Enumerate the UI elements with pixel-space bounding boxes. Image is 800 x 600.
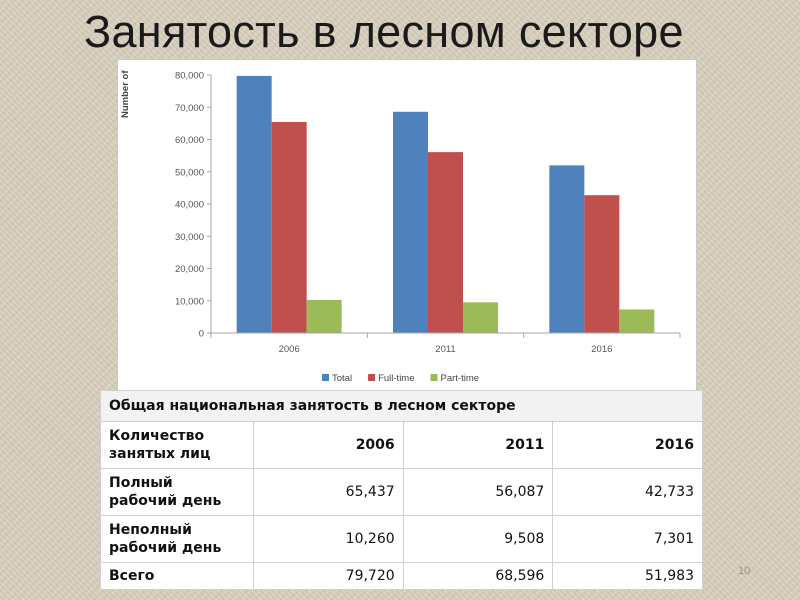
- bar-total-2006: [236, 75, 272, 333]
- row-label-cell: Полный рабочий день: [100, 468, 254, 516]
- y-tick-label: 40,000: [175, 200, 204, 211]
- value-cell: 10,260: [253, 515, 404, 563]
- value-cell: 56,087: [402, 468, 554, 516]
- bar-full-time-2016: [584, 195, 620, 333]
- table-row: Неполный рабочий день 10,260 9,508 7,301: [100, 515, 703, 563]
- chart-legend: Total Full-time Part-time: [322, 373, 479, 384]
- bar-part-time-2011: [463, 302, 498, 333]
- y-tick-label: 70,000: [175, 103, 204, 114]
- bar-part-time-2006: [306, 299, 342, 333]
- value-cell: 68,596: [402, 562, 554, 590]
- bar-total-2011: [393, 111, 428, 334]
- y-tick-label: 80,000: [175, 71, 204, 82]
- x-axis: 2006 2011 2016: [210, 332, 681, 355]
- y-tick-label: 50,000: [175, 167, 204, 178]
- legend-swatch: [368, 374, 376, 381]
- slide-title: Занятость в лесном секторе: [84, 6, 684, 57]
- x-tick-label: 2006: [279, 344, 300, 355]
- bar-total-2016: [549, 165, 585, 333]
- header-label-cell: Количество занятых лиц: [100, 421, 254, 469]
- table-caption: Общая национальная занятость в лесном се…: [100, 390, 703, 422]
- y-tick-label: 20,000: [175, 264, 204, 275]
- table-caption-row: Общая национальная занятость в лесном се…: [100, 390, 703, 422]
- legend-swatch: [322, 374, 329, 381]
- table-row: Полный рабочий день 65,437 56,087 42,733: [100, 468, 703, 516]
- value-cell: 51,983: [552, 562, 703, 590]
- value-cell: 9,508: [402, 515, 554, 563]
- bar-full-time-2006: [271, 121, 307, 334]
- employment-bar-chart: Number of 0 10,000 20,000 30,000 40,000 50,00…: [117, 59, 697, 392]
- y-tick-label: 60,000: [175, 135, 204, 146]
- row-label-cell: Неполный рабочий день: [100, 515, 254, 563]
- page-number: 10: [738, 565, 751, 577]
- y-axis-title: Number of: [120, 70, 131, 118]
- bar-full-time-2011: [428, 152, 463, 333]
- x-tick-label: 2016: [591, 344, 612, 355]
- chart-bars: [236, 75, 655, 334]
- value-cell: 65,437: [253, 468, 404, 516]
- employment-table: Общая национальная занятость в лесном се…: [100, 390, 703, 590]
- table-header-row: Количество занятых лиц 2006 2011 2016: [100, 421, 703, 469]
- table-row-total: Всего 79,720 68,596 51,983: [100, 562, 703, 590]
- header-year-cell: 2006: [253, 421, 404, 469]
- legend-label: Total: [332, 373, 352, 384]
- value-cell: 7,301: [552, 515, 703, 563]
- y-tick-label: 10,000: [175, 296, 204, 307]
- chart-svg: Number of 0 10,000 20,000 30,000 40,000 50,00…: [120, 70, 681, 384]
- value-cell: 42,733: [552, 468, 703, 516]
- bar-part-time-2016: [619, 309, 655, 333]
- x-tick-label: 2011: [435, 344, 455, 355]
- header-year-cell: 2011: [402, 421, 554, 469]
- value-cell: 79,720: [253, 562, 404, 590]
- y-axis-ticks: 0 10,000 20,000 30,000 40,000 50,000 60,000 70,…: [175, 71, 212, 340]
- y-tick-label: 0: [199, 329, 204, 340]
- legend-label: Full-time: [378, 373, 414, 384]
- row-label-cell: Всего: [100, 562, 254, 590]
- y-axis-label: Number of: [120, 70, 131, 118]
- legend-label: Part-time: [441, 373, 480, 384]
- legend-swatch: [430, 374, 438, 381]
- y-tick-label: 30,000: [175, 232, 204, 243]
- header-year-cell: 2016: [552, 421, 703, 469]
